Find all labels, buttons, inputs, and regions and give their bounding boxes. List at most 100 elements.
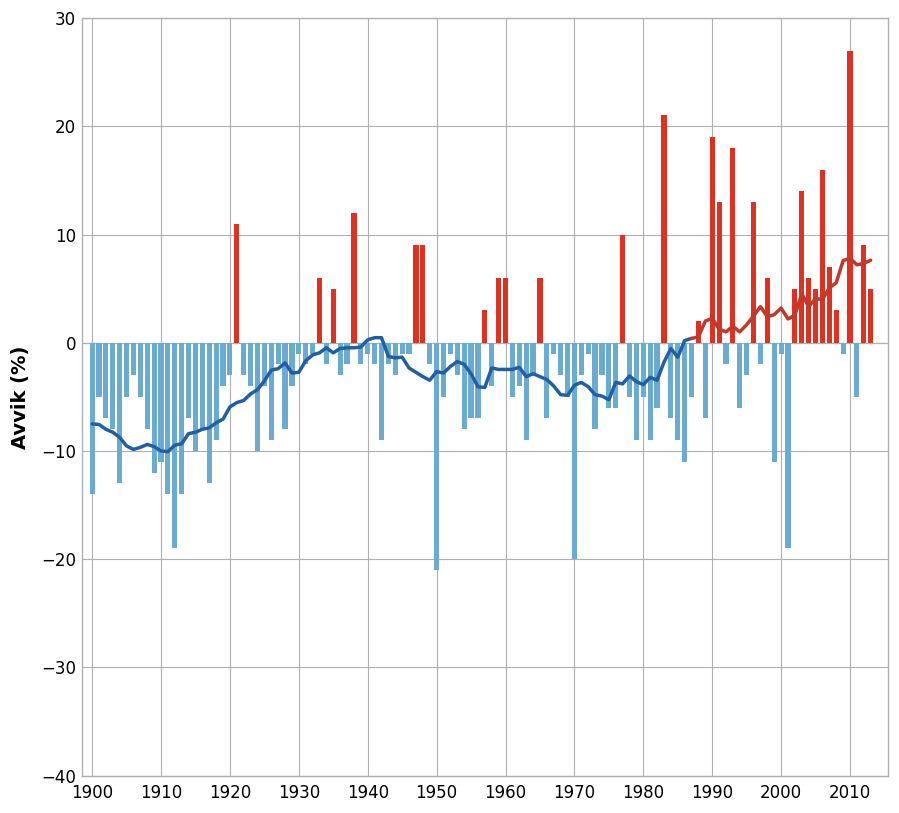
Bar xyxy=(96,343,102,397)
Bar xyxy=(820,170,825,343)
Bar xyxy=(751,202,756,343)
Bar xyxy=(779,343,784,354)
Bar xyxy=(482,311,487,343)
Bar xyxy=(558,343,563,375)
Y-axis label: Avvik (%): Avvik (%) xyxy=(11,346,30,449)
Bar xyxy=(503,278,508,343)
Bar xyxy=(792,289,797,343)
Bar xyxy=(179,343,184,494)
Bar xyxy=(441,343,446,397)
Bar xyxy=(331,289,336,343)
Bar xyxy=(241,343,246,375)
Bar xyxy=(620,234,625,343)
Bar xyxy=(579,343,583,375)
Bar xyxy=(717,202,722,343)
Bar xyxy=(365,343,370,354)
Bar xyxy=(848,50,852,343)
Bar xyxy=(111,343,115,429)
Bar xyxy=(324,343,329,364)
Bar xyxy=(262,343,267,386)
Bar xyxy=(799,191,805,343)
Bar xyxy=(647,343,653,440)
Bar xyxy=(200,343,205,429)
Bar xyxy=(841,343,846,354)
Bar xyxy=(689,343,694,397)
Bar xyxy=(709,137,715,343)
Bar xyxy=(152,343,156,472)
Bar xyxy=(758,343,763,364)
Bar xyxy=(606,343,611,407)
Bar xyxy=(138,343,143,397)
Bar xyxy=(476,343,481,419)
Bar xyxy=(214,343,218,440)
Bar xyxy=(158,343,164,462)
Bar xyxy=(833,311,839,343)
Bar xyxy=(861,246,867,343)
Bar xyxy=(461,343,467,429)
Bar xyxy=(414,246,419,343)
Bar xyxy=(662,115,666,343)
Bar xyxy=(771,343,777,462)
Bar xyxy=(220,343,226,386)
Bar xyxy=(207,343,212,484)
Bar xyxy=(406,343,412,354)
Bar xyxy=(806,278,811,343)
Bar xyxy=(165,343,171,494)
Bar xyxy=(186,343,191,419)
Bar xyxy=(337,343,343,375)
Bar xyxy=(523,343,529,440)
Bar xyxy=(455,343,460,375)
Bar xyxy=(427,343,432,364)
Bar xyxy=(193,343,198,451)
Bar xyxy=(358,343,363,364)
Bar xyxy=(399,343,405,354)
Bar xyxy=(145,343,150,429)
Bar xyxy=(303,343,308,364)
Bar xyxy=(434,343,440,570)
Bar xyxy=(393,343,398,375)
Bar xyxy=(538,278,542,343)
Bar xyxy=(255,343,260,451)
Bar xyxy=(641,343,645,397)
Bar xyxy=(551,343,556,354)
Bar xyxy=(654,343,660,407)
Bar xyxy=(90,343,94,494)
Bar xyxy=(124,343,129,397)
Bar xyxy=(297,343,301,354)
Bar xyxy=(448,343,453,354)
Bar xyxy=(565,343,570,397)
Bar xyxy=(737,343,743,407)
Bar xyxy=(517,343,521,386)
Bar xyxy=(544,343,549,419)
Bar xyxy=(235,224,239,343)
Bar xyxy=(868,289,873,343)
Bar xyxy=(724,343,728,364)
Bar xyxy=(786,343,790,548)
Bar xyxy=(372,343,378,364)
Bar xyxy=(378,343,384,440)
Bar xyxy=(496,278,502,343)
Bar xyxy=(227,343,233,375)
Bar xyxy=(316,278,322,343)
Bar xyxy=(675,343,681,440)
Bar xyxy=(682,343,687,462)
Bar xyxy=(269,343,274,440)
Bar xyxy=(765,278,770,343)
Bar xyxy=(730,148,735,343)
Bar xyxy=(282,343,288,429)
Bar xyxy=(173,343,177,548)
Bar xyxy=(117,343,122,484)
Bar xyxy=(600,343,604,375)
Bar xyxy=(276,343,280,364)
Bar xyxy=(634,343,639,440)
Bar xyxy=(585,343,591,354)
Bar xyxy=(103,343,109,419)
Bar xyxy=(510,343,515,397)
Bar xyxy=(813,289,818,343)
Bar xyxy=(310,343,316,354)
Bar xyxy=(854,343,859,397)
Bar xyxy=(420,246,425,343)
Bar xyxy=(344,343,350,364)
Bar xyxy=(696,321,701,343)
Bar xyxy=(352,213,357,343)
